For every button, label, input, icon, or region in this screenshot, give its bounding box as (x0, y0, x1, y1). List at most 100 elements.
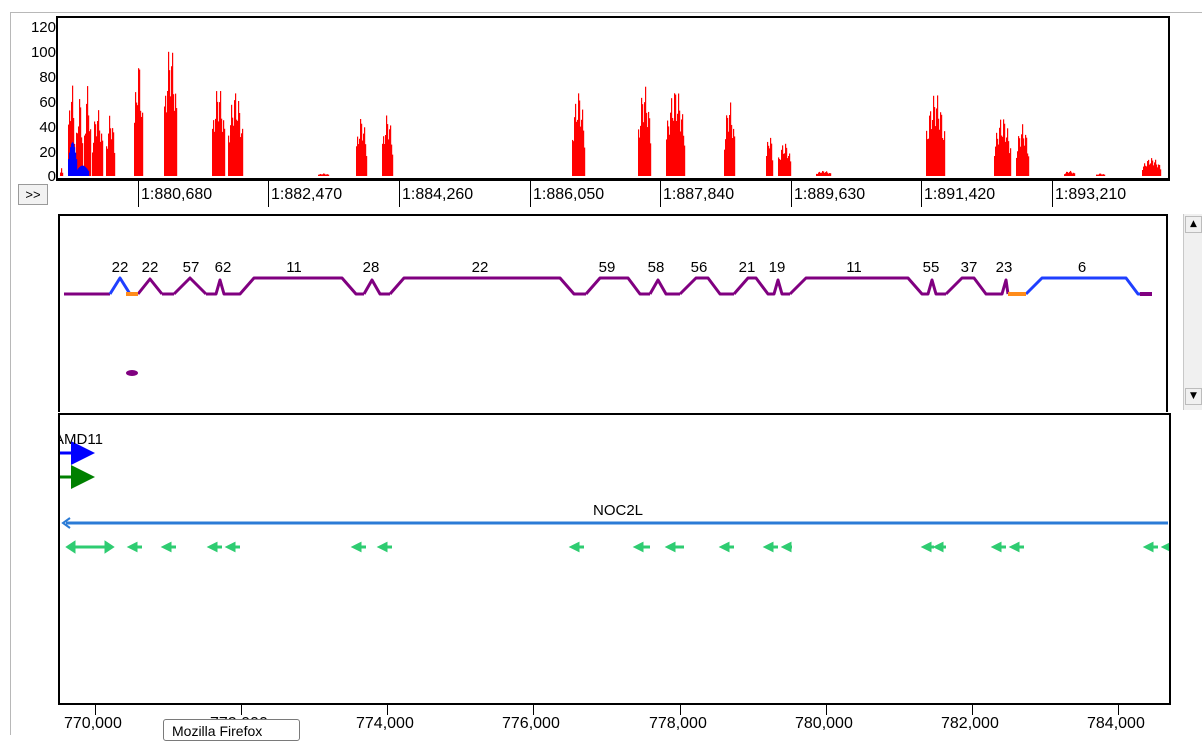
coverage-bar (580, 126, 582, 176)
coverage-bar (640, 125, 642, 176)
y-tick: 60 (39, 94, 56, 111)
coverage-bar (236, 119, 238, 176)
coverage-bar (1018, 136, 1020, 176)
coverage-bar (84, 135, 86, 176)
coverage-bar (1149, 164, 1151, 176)
coverage-bar (999, 127, 1001, 176)
coverage-bar (71, 101, 73, 176)
coverage-bar (223, 120, 225, 176)
gene-label-samd11: SAMD11 (60, 431, 103, 448)
axis-tick-mark (1118, 705, 1119, 715)
junction-count: 55 (923, 259, 940, 276)
coverage-bar (387, 124, 389, 176)
coverage-bar (80, 107, 82, 176)
coverage-bar (107, 148, 109, 176)
expand-button[interactable]: >> (18, 184, 48, 205)
coverage-bar (649, 118, 651, 176)
coverage-bar (779, 158, 781, 176)
coverage-bar (110, 128, 112, 176)
coverage-bar (638, 129, 640, 176)
coverage-bar (241, 133, 243, 176)
junction-arc (362, 278, 390, 296)
coverage-bar (830, 173, 832, 176)
coverage-bar (641, 97, 643, 176)
coverage-bar (141, 116, 143, 176)
coverage-bar (69, 110, 71, 176)
coverage-bar-reverse (83, 165, 85, 176)
axis-tick-mark (268, 180, 269, 207)
scroll-up-button[interactable]: ▲ (1185, 216, 1202, 233)
axis-tick-mark (1052, 180, 1053, 207)
axis-tick-mark (138, 180, 139, 207)
coverage-bar (931, 129, 933, 176)
gene-track[interactable]: SAMD11 NOC2L (58, 413, 1171, 705)
junction-scrollbar[interactable]: ▲ ▼ (1183, 214, 1202, 410)
junction-count: 23 (996, 259, 1013, 276)
coverage-bar-reverse (75, 152, 77, 176)
coverage-bar (1000, 119, 1002, 176)
coverage-bar (237, 120, 239, 176)
coverage-bar (169, 70, 171, 176)
coverage-bar (933, 95, 935, 176)
coverage-bar (575, 103, 577, 176)
y-tick: 0 (47, 168, 56, 185)
junction-arc (234, 276, 364, 296)
coverage-bar (230, 125, 232, 176)
coverage-bar (382, 143, 384, 176)
y-tick: 100 (30, 44, 56, 61)
coverage-bar (681, 119, 683, 176)
coverage-bar (782, 145, 784, 176)
coverage-bar (1143, 166, 1145, 176)
coverage-bar (728, 131, 730, 176)
coverage-bar (778, 157, 780, 176)
coverage-bar (108, 133, 110, 176)
coverage-bar-reverse (68, 159, 70, 176)
junction-count: 6 (1078, 259, 1086, 276)
coverage-bar (217, 101, 219, 176)
coverage-bar (234, 100, 236, 176)
coverage-track[interactable] (56, 16, 1170, 180)
junction-track[interactable]: 22 22 57 62 11 28 22 59 58 56 21 19 11 5… (58, 214, 1168, 412)
coverage-bar (1022, 124, 1024, 176)
coverage-bar-reverse (78, 168, 80, 176)
coverage-bar (357, 136, 359, 176)
junction-plot: 22 22 57 62 11 28 22 59 58 56 21 19 11 5… (64, 259, 1152, 376)
coverage-bar (175, 93, 177, 176)
coverage-bar (734, 136, 736, 176)
coverage-bar (99, 130, 101, 176)
coverage-bar (727, 117, 729, 176)
coverage-bar (232, 117, 234, 176)
coverage-bar (1074, 173, 1076, 176)
coverage-bar (997, 138, 999, 176)
coverage-bar (573, 141, 575, 176)
coverage-bar (826, 171, 828, 176)
coverage-bar (1070, 170, 1072, 176)
coverage-bar (781, 149, 783, 176)
coverage-bar (672, 117, 674, 176)
coverage-bar (239, 112, 241, 176)
coverage-bar (359, 138, 361, 176)
coverage-bar (1104, 174, 1106, 176)
coverage-bar (1028, 156, 1030, 176)
coverage-bar (732, 138, 734, 176)
coverage-bar (929, 115, 931, 176)
scroll-down-button[interactable]: ▼ (1185, 388, 1202, 405)
coverage-bar (644, 102, 646, 176)
junction-arc (584, 276, 650, 296)
coverage-bar (730, 102, 732, 176)
coverage-bar (172, 52, 174, 176)
coverage-bar (240, 137, 242, 176)
coverage-bar (101, 133, 103, 176)
coverage-bar-reverse (88, 170, 90, 176)
coverage-bar (676, 120, 678, 176)
coverage-bar (102, 140, 104, 176)
coverage-bar (769, 148, 771, 176)
coverage-bar (167, 90, 169, 176)
coverage-bar (386, 115, 388, 176)
gene-label-noc2l: NOC2L (593, 502, 643, 519)
coverage-plot (60, 51, 1162, 176)
coverage-bar (100, 141, 102, 176)
coverage-bar (98, 110, 100, 176)
x-tick-label: 1:886,050 (533, 186, 605, 203)
coverage-bar-reverse (82, 165, 84, 176)
